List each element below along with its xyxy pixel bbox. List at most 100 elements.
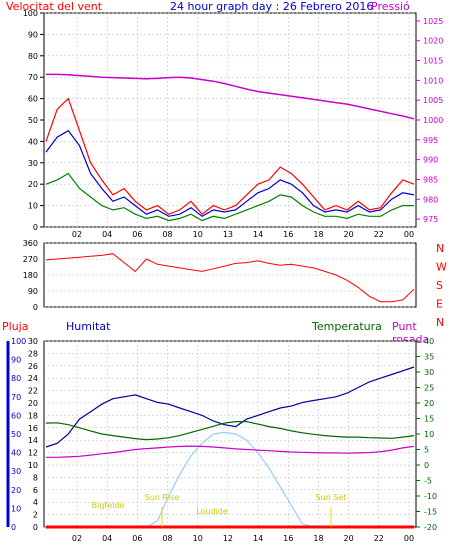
- humidity-title: Humitat: [66, 320, 111, 333]
- climate-x-tick-label: 00: [404, 534, 414, 543]
- pressure-y-tick-label: 990: [423, 156, 438, 165]
- wind-x-tick-label: 08: [162, 230, 172, 239]
- rain-y-tick-label: 28: [28, 349, 38, 358]
- wind-title: Velocitat del vent: [6, 0, 103, 13]
- graph-title: 24 hour graph day : 26 Febrero 2016: [170, 0, 374, 13]
- temp-y-tick-label: 30: [424, 368, 434, 377]
- humidity-y-tick-label: 20: [11, 486, 21, 495]
- direction-y-tick-label: 270: [23, 255, 38, 264]
- series-direction: [45, 253, 415, 303]
- wind-x-tick-label: 14: [253, 230, 263, 239]
- pressure-y-tick-label: 1015: [423, 57, 443, 66]
- temp-y-tick-label: 35: [424, 353, 434, 362]
- humidity-y-tick-label: 90: [11, 356, 21, 365]
- climate-x-tick-label: 10: [193, 534, 203, 543]
- wind-x-tick-label: 18: [313, 230, 323, 239]
- rain-y-tick-label: 4: [33, 498, 38, 507]
- humidity-y-tick-label: 100: [11, 337, 26, 346]
- rain-y-tick-label: 18: [28, 411, 38, 420]
- humidity-y-tick-label: 40: [11, 449, 21, 458]
- rain-y-tick-label: 14: [28, 436, 38, 445]
- direction-cardinal-label: W: [436, 261, 447, 274]
- temp-y-tick-label: 15: [424, 415, 434, 424]
- humidity-y-tick-label: 50: [11, 430, 21, 439]
- direction-cardinal-label: N: [436, 316, 444, 329]
- series-punt-rosada: [46, 445, 415, 458]
- climate-x-tick-label: 04: [102, 534, 112, 543]
- temp-y-tick-label: 40: [424, 337, 434, 346]
- wind-x-tick-label: 20: [344, 230, 354, 239]
- temp-y-tick-label: 20: [424, 399, 434, 408]
- humidity-y-tick-label: 0: [11, 523, 16, 532]
- pressure-title: Pressió: [371, 0, 410, 13]
- humidity-y-tick-label: 60: [11, 411, 21, 420]
- series-wind-2: [45, 172, 414, 222]
- wind-y-tick-label: 90: [28, 30, 38, 39]
- wind-y-tick-label: 0: [33, 223, 38, 232]
- climate-x-tick-label: 18: [313, 534, 323, 543]
- rain-y-tick-label: 10: [28, 461, 38, 470]
- climate-x-tick-label: 12: [223, 534, 233, 543]
- humidity-y-tick-label: 80: [11, 374, 21, 383]
- rain-y-tick-label: 16: [28, 424, 38, 433]
- wind-y-tick-label: 70: [28, 73, 38, 82]
- rain-title: Pluja: [2, 320, 29, 333]
- rain-y-tick-label: 2: [33, 511, 38, 520]
- wind-x-tick-label: 02: [72, 230, 82, 239]
- sunset-label: Sun Set: [316, 493, 347, 502]
- humidity-y-tick-label: 30: [11, 467, 21, 476]
- temperature-title: Temperatura: [312, 320, 382, 333]
- rain-y-tick-label: 20: [28, 399, 38, 408]
- humidity-y-tick-label: 10: [11, 504, 21, 513]
- pressure-y-tick-label: 1020: [423, 37, 443, 46]
- series-wind-0: [45, 97, 415, 216]
- temp-y-tick-label: -5: [424, 477, 432, 486]
- series-humitat: [45, 366, 415, 448]
- rain-y-tick-label: 30: [28, 337, 38, 346]
- temp-y-tick-label: -15: [424, 508, 437, 517]
- wind-x-tick-label: 06: [132, 230, 142, 239]
- wind-x-tick-label: 00: [404, 230, 414, 239]
- pressure-y-tick-label: 985: [423, 175, 438, 184]
- pressure-y-tick-label: 1010: [423, 76, 443, 85]
- pressure-y-tick-label: 980: [423, 195, 438, 204]
- rain-y-tick-label: 24: [28, 374, 38, 383]
- rain-y-tick-label: 8: [33, 473, 38, 482]
- wind-x-tick-label: 22: [374, 230, 384, 239]
- pressure-y-tick-label: 995: [423, 136, 438, 145]
- series-pressure: [46, 73, 415, 120]
- climate-x-tick-label: 16: [283, 534, 293, 543]
- climate-x-tick-label: 22: [374, 534, 384, 543]
- temp-y-tick-label: 5: [424, 446, 429, 455]
- rain-y-tick-label: 22: [28, 387, 38, 396]
- rain-y-tick-label: 26: [28, 362, 38, 371]
- temp-y-tick-label: 10: [424, 430, 434, 439]
- wind-y-tick-label: 80: [28, 52, 38, 61]
- wind-x-tick-label: 13: [223, 230, 233, 239]
- pressure-y-tick-label: 1005: [423, 96, 443, 105]
- wind-y-tick-label: 60: [28, 95, 38, 104]
- rain-y-tick-label: 0: [33, 523, 38, 532]
- wind-y-tick-label: 10: [28, 202, 38, 211]
- wind-x-tick-label: 16: [283, 230, 293, 239]
- direction-cardinal-label: S: [436, 279, 443, 292]
- series-temperatura: [45, 421, 415, 441]
- humidity-y-tick-label: 70: [11, 393, 21, 402]
- pressure-y-tick-label: 975: [423, 215, 438, 224]
- climate-x-tick-label: 20: [344, 534, 354, 543]
- direction-cardinal-label: N: [436, 242, 444, 255]
- pressure-y-tick-label: 1000: [423, 116, 443, 125]
- wind-y-tick-label: 40: [28, 137, 38, 146]
- climate-x-tick-label: 08: [162, 534, 172, 543]
- series-wind-1: [45, 129, 415, 218]
- direction-cardinal-label: E: [436, 298, 443, 311]
- direction-y-tick-label: 180: [23, 271, 38, 280]
- temp-y-tick-label: -20: [424, 523, 437, 532]
- wind-y-tick-label: 30: [28, 159, 38, 168]
- direction-y-tick-label: 360: [23, 239, 38, 248]
- wind-y-tick-label: 20: [28, 180, 38, 189]
- wind-x-tick-label: 10: [193, 230, 203, 239]
- rain-y-tick-label: 6: [33, 486, 38, 495]
